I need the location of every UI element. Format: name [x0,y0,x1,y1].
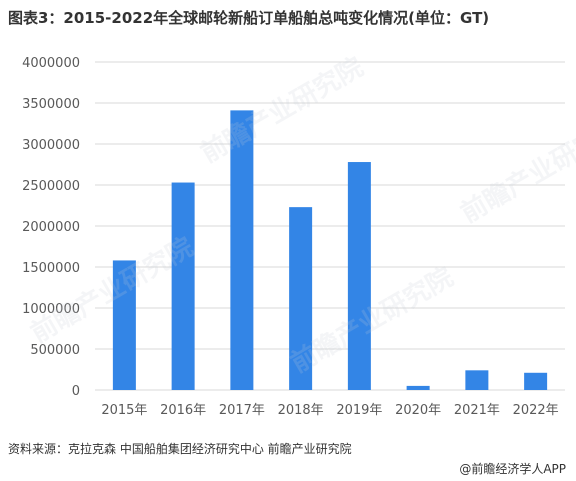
bar [230,110,254,390]
bar [289,207,313,390]
x-tick-label: 2016年 [160,403,206,418]
y-tick-label: 3000000 [22,138,80,153]
y-tick-label: 4000000 [22,56,80,71]
bar [524,372,548,390]
chart-title: 图表3：2015-2022年全球邮轮新船订单船舶总吨变化情况(单位：GT) [8,9,490,27]
x-tick-label: 2015年 [101,403,147,418]
x-tick-label: 2018年 [278,403,324,418]
y-tick-label: 2000000 [22,220,80,235]
y-tick-label: 1000000 [22,302,80,317]
bar [406,385,430,390]
y-tick-label: 2500000 [22,179,80,194]
x-tick-label: 2021年 [454,403,500,418]
bar-chart: 0 500000 1000000 1500000 2000000 2500000 30000… [22,56,565,418]
chart-area: 0 500000 1000000 1500000 2000000 2500000 30000… [0,44,576,434]
y-tick-label: 500000 [30,343,80,358]
x-tick-label: 2019年 [336,403,382,418]
x-tick-label: 2020年 [395,403,441,418]
bar [112,260,136,390]
bar [465,370,489,390]
y-tick-label: 1500000 [22,261,80,276]
x-tick-label: 2022年 [513,403,559,418]
y-tick-label: 0 [72,384,80,399]
y-tick-label: 3500000 [22,97,80,112]
bar [171,182,195,390]
x-tick-label: 2017年 [219,403,265,418]
brand-credit: @前瞻经济学人APP [459,462,566,476]
bar [347,162,371,390]
source-note: 资料来源：克拉克森 中国船舶集团经济研究中心 前瞻产业研究院 [8,442,352,456]
